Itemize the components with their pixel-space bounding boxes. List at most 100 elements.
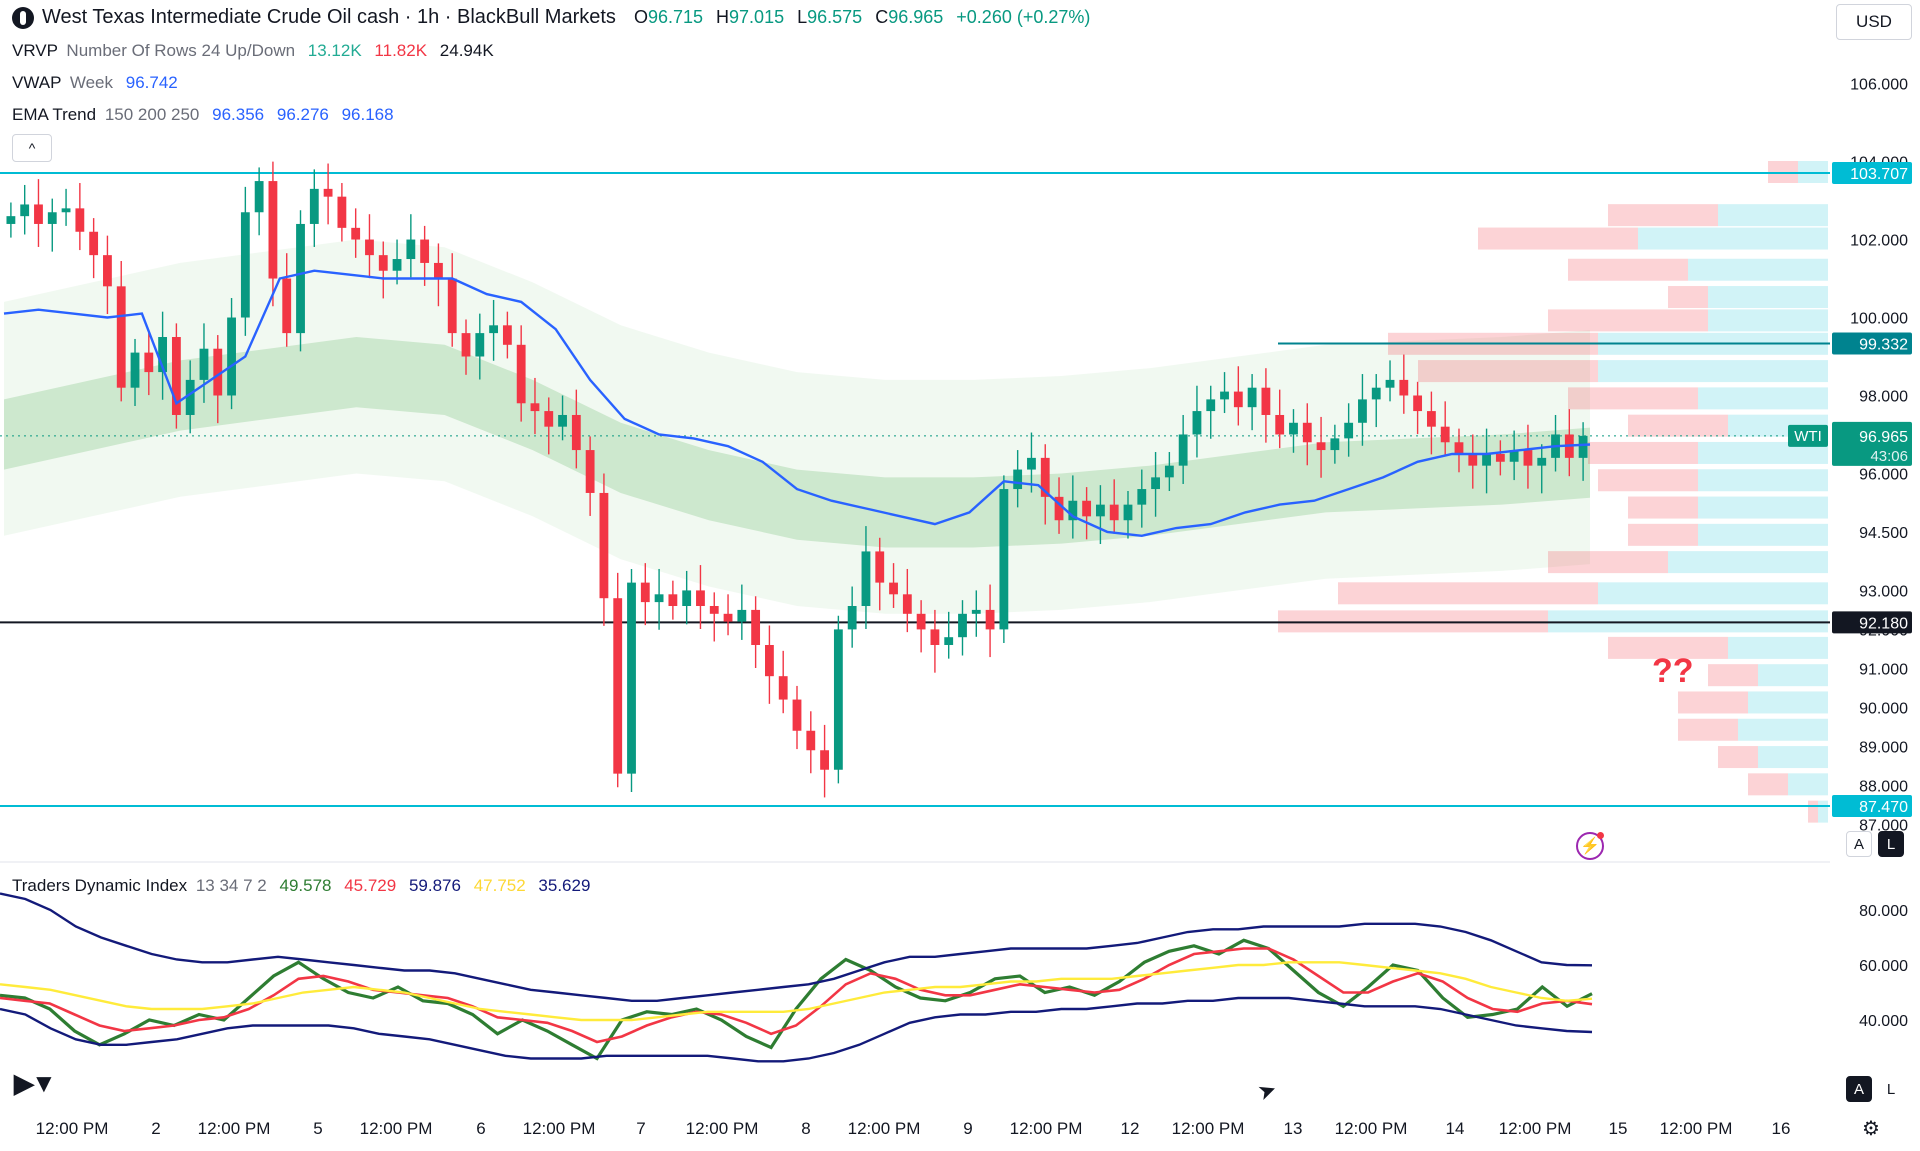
countdown-tag: 43:06 (1870, 448, 1908, 465)
close-value: 96.965 (888, 7, 944, 27)
candle-body (696, 590, 705, 607)
candle-body (847, 606, 857, 630)
candle-body (792, 699, 802, 731)
candle-body (1275, 414, 1285, 435)
candle-body (902, 594, 912, 614)
vp-down-bar (1628, 523, 1698, 546)
tdi-series-line (0, 892, 1593, 1002)
vp-down-bar (1718, 746, 1758, 769)
y-tick-label: 102.000 (1850, 233, 1908, 250)
level-price-tag-bg (1832, 795, 1912, 817)
x-tick-label: 12:00 PM (1010, 1119, 1083, 1138)
candle-body (199, 348, 209, 380)
y-tick-label: 93.000 (1859, 583, 1908, 600)
x-tick-label: 12 (1121, 1119, 1140, 1138)
ema-value-1: 96.356 (212, 105, 265, 124)
vp-down-bar (1418, 360, 1598, 383)
tdi-value-2: 45.729 (344, 876, 397, 895)
vp-down-bar (1608, 204, 1718, 227)
candle-body (34, 204, 43, 224)
symbol-logo-icon (12, 6, 34, 29)
currency-button[interactable]: USD (1836, 4, 1912, 40)
level-price-tag-bg (1832, 332, 1912, 355)
vp-down-bar (1608, 636, 1728, 659)
legend-vrvp[interactable]: VRVP Number Of Rows 24 Up/Down 13.12K 11… (12, 41, 494, 61)
symbol-tag-bg (1788, 424, 1828, 447)
candle-body (1482, 453, 1491, 466)
ema-ribbon (4, 337, 1590, 548)
candle-body (958, 613, 967, 638)
chevron-up-icon: ^ (28, 140, 36, 156)
tdi-y-tick-label: 60.000 (1859, 958, 1908, 975)
auto-scale-button[interactable]: A (1846, 831, 1872, 857)
x-tick-label: 12:00 PM (848, 1119, 921, 1138)
candle-body (765, 644, 774, 677)
ema-value-2: 96.276 (276, 105, 329, 124)
x-tick-label: 13 (1284, 1119, 1303, 1138)
open-value: 96.715 (647, 7, 704, 27)
candle-body (1013, 469, 1023, 490)
legend-tdi[interactable]: Traders Dynamic Index 13 34 7 2 49.578 4… (12, 876, 590, 896)
vp-down-bar (1588, 441, 1698, 464)
candle-body (1082, 500, 1092, 517)
volume-profile (1278, 161, 1828, 823)
vp-up-bar (1698, 469, 1828, 492)
vp-up-bar (1698, 441, 1828, 464)
gear-icon[interactable]: ⚙ (1862, 1118, 1880, 1140)
symbol-tag: WTI (1794, 428, 1822, 445)
vp-up-bar (1818, 800, 1828, 823)
candle-body (89, 231, 99, 256)
candle-body (1578, 435, 1588, 458)
x-tick-label: 12:00 PM (36, 1119, 109, 1138)
x-tick-label: 8 (801, 1119, 810, 1138)
candle-body (709, 606, 719, 614)
y-tick-label: 106.000 (1850, 77, 1908, 94)
candle-body (1413, 395, 1423, 412)
candle-body (1178, 434, 1188, 466)
tdi-auto-scale-button[interactable]: A (1846, 1076, 1872, 1102)
candle-body (599, 492, 609, 599)
candle-body (502, 325, 512, 345)
legend-ema[interactable]: EMA Trend 150 200 250 96.356 96.276 96.1… (12, 105, 394, 125)
last-price-tag: 96.965 (1859, 429, 1908, 446)
level-price-tag: 87.470 (1859, 799, 1908, 816)
vp-up-bar (1748, 691, 1828, 714)
y-tick-label: 94.500 (1859, 525, 1908, 542)
candle-body (516, 344, 526, 404)
tdi-log-scale-button[interactable]: L (1878, 1076, 1904, 1102)
vp-down-bar (1628, 414, 1728, 437)
tradingview-logo[interactable]: ▶▼ (14, 1068, 57, 1098)
x-tick-label: 12:00 PM (198, 1119, 271, 1138)
collapse-legend-button[interactable]: ^ (12, 134, 52, 162)
candle-body (613, 598, 623, 774)
vrvp-up-value: 13.12K (307, 41, 362, 60)
candle-body (75, 208, 85, 232)
candle-body (1537, 457, 1547, 466)
level-price-tag: 99.332 (1859, 337, 1908, 354)
candle-body (558, 414, 567, 427)
candle-body (544, 411, 554, 427)
level-price-tag: 103.707 (1850, 166, 1908, 183)
candle-body (420, 239, 430, 263)
ema-name: EMA Trend (12, 105, 97, 124)
vp-up-bar (1708, 286, 1828, 309)
vp-down-bar (1568, 387, 1698, 410)
vp-up-bar (1718, 204, 1828, 227)
x-tick-label: 7 (636, 1119, 645, 1138)
x-tick-label: 12:00 PM (360, 1119, 433, 1138)
candle-body (1440, 426, 1450, 443)
candle-body (1206, 399, 1216, 412)
candle-body (530, 403, 540, 412)
candle-body (1123, 504, 1133, 521)
x-tick-label: 12:00 PM (1335, 1119, 1408, 1138)
flash-alert-icon[interactable]: ⚡ (1576, 832, 1604, 860)
candle-body (1233, 391, 1243, 408)
high-label: H (716, 7, 730, 27)
low-label: L (797, 7, 808, 27)
ema-params: 150 200 250 (104, 105, 200, 124)
legend-vwap[interactable]: VWAP Week 96.742 (12, 73, 178, 93)
vrvp-name: VRVP (12, 41, 58, 60)
log-scale-button[interactable]: L (1878, 831, 1904, 857)
tdi-name: Traders Dynamic Index (12, 876, 188, 895)
